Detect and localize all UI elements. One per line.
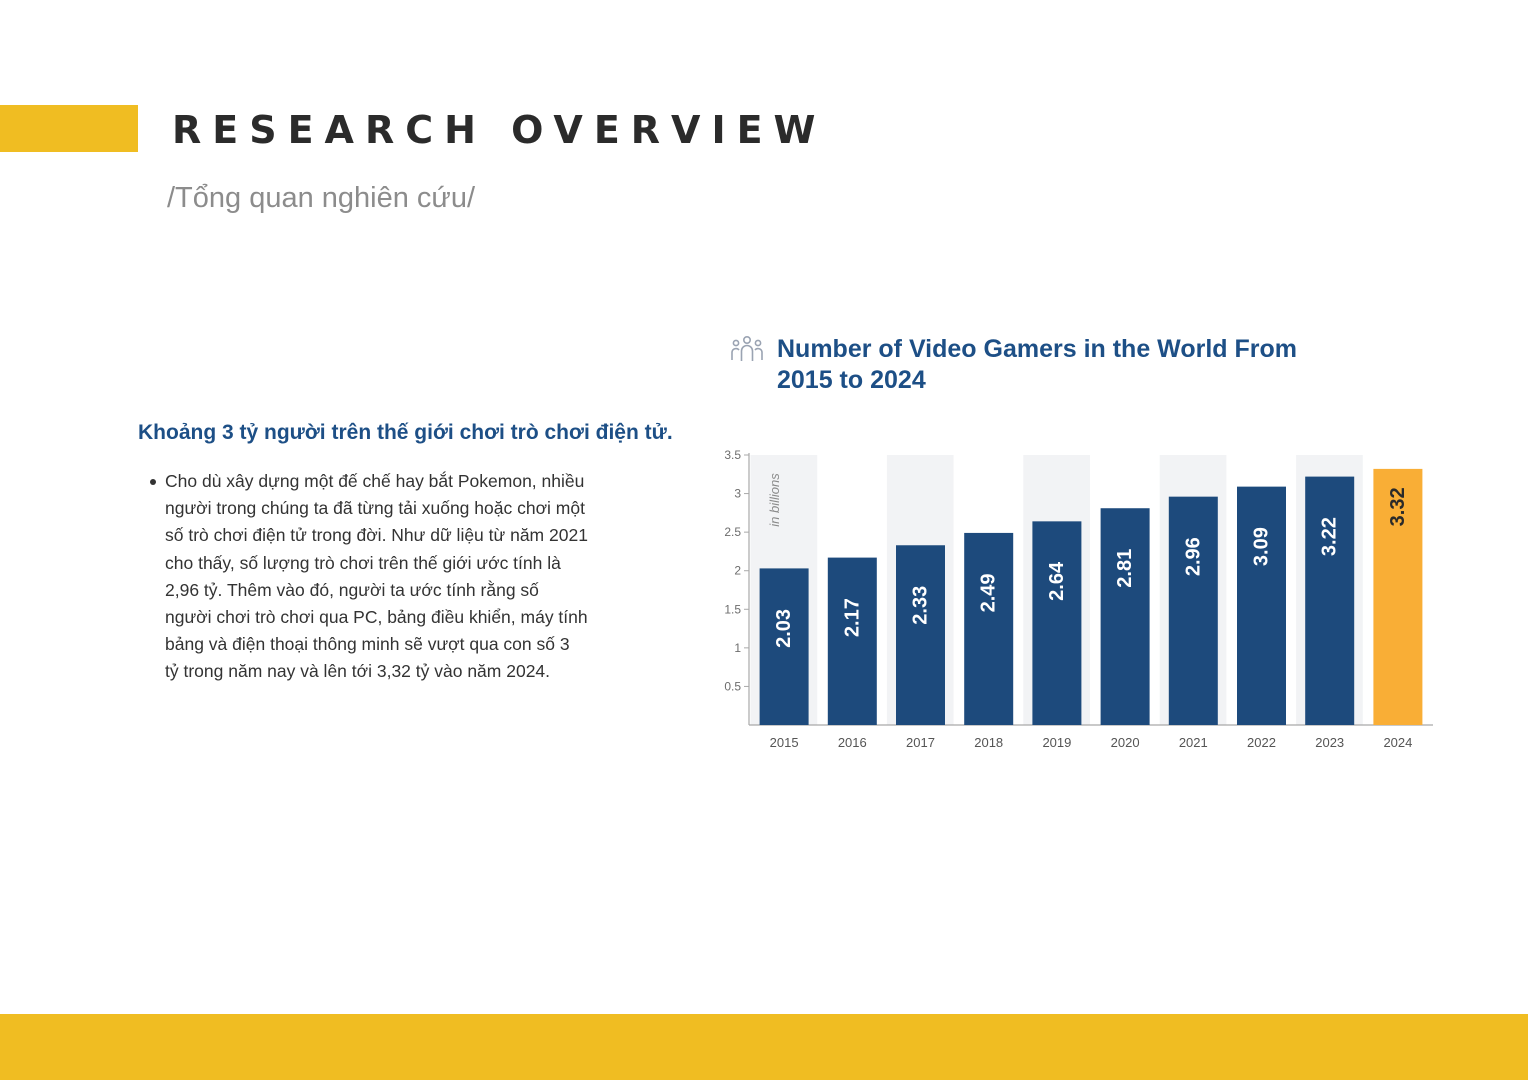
bar xyxy=(827,557,877,725)
x-tick-label: 2017 xyxy=(906,735,935,750)
page-title: RESEARCH OVERVIEW xyxy=(172,108,827,152)
bar xyxy=(1168,496,1218,725)
y-tick-label: 0.5 xyxy=(724,679,741,693)
y-tick-label: 3 xyxy=(734,487,741,501)
x-tick-label: 2023 xyxy=(1315,735,1344,750)
bar xyxy=(1305,476,1355,725)
footer-band xyxy=(0,1014,1528,1080)
x-tick-label: 2015 xyxy=(770,735,799,750)
bar-value-label: 2.81 xyxy=(1114,549,1136,588)
people-group-icon xyxy=(731,335,763,361)
bar-value-label: 3.22 xyxy=(1319,517,1341,556)
bar-value-label: 3.09 xyxy=(1251,527,1273,566)
unit-note: in billions xyxy=(767,473,782,527)
x-tick-label: 2022 xyxy=(1247,735,1276,750)
bar-value-label: 2.49 xyxy=(978,573,1000,612)
bar xyxy=(759,568,809,725)
chart-title: Number of Video Gamers in the World From… xyxy=(777,335,1297,394)
bar xyxy=(1373,468,1423,725)
y-tick-label: 1 xyxy=(734,641,741,655)
bar-chart: 0.5 1 1.5 2 2.5 3 3.5 in billions 2.03 2015 2.17 20… xyxy=(724,448,1433,750)
bar-value-label: 2.33 xyxy=(910,586,932,625)
bar-value-label: 2.03 xyxy=(773,609,795,648)
y-tick-label: 2 xyxy=(734,564,741,578)
bar xyxy=(896,545,945,725)
bar xyxy=(964,532,1014,725)
bullet-text: Cho dù xây dựng một đế chế hay bắt Pokem… xyxy=(165,471,588,682)
section-heading: Khoảng 3 tỷ người trên thế giới chơi trò… xyxy=(138,421,673,444)
bullet-dot xyxy=(150,479,156,485)
bullet-list: Cho dù xây dựng một đế chế hay bắt Pokem… xyxy=(148,468,588,686)
y-tick-label: 3.5 xyxy=(724,448,741,462)
x-tick-label: 2020 xyxy=(1111,735,1140,750)
bar xyxy=(1032,521,1082,725)
bar-value-label: 2.64 xyxy=(1046,561,1068,601)
bar xyxy=(1100,508,1150,725)
bullet-item: Cho dù xây dựng một đế chế hay bắt Pokem… xyxy=(148,468,588,686)
x-tick-label: 2024 xyxy=(1383,735,1412,750)
x-tick-label: 2019 xyxy=(1042,735,1071,750)
x-tick-label: 2016 xyxy=(838,735,867,750)
page-subtitle: /Tổng quan nghiên cứu/ xyxy=(167,182,476,214)
y-tick-label: 1.5 xyxy=(724,602,741,616)
bar-value-label: 3.32 xyxy=(1387,487,1409,526)
bar xyxy=(1237,486,1286,725)
y-tick-label: 2.5 xyxy=(724,525,741,539)
x-tick-label: 2018 xyxy=(974,735,1003,750)
bar-value-label: 2.96 xyxy=(1182,537,1204,576)
bar-value-label: 2.17 xyxy=(841,598,863,637)
header-accent-bar xyxy=(0,105,138,152)
x-tick-label: 2021 xyxy=(1179,735,1208,750)
